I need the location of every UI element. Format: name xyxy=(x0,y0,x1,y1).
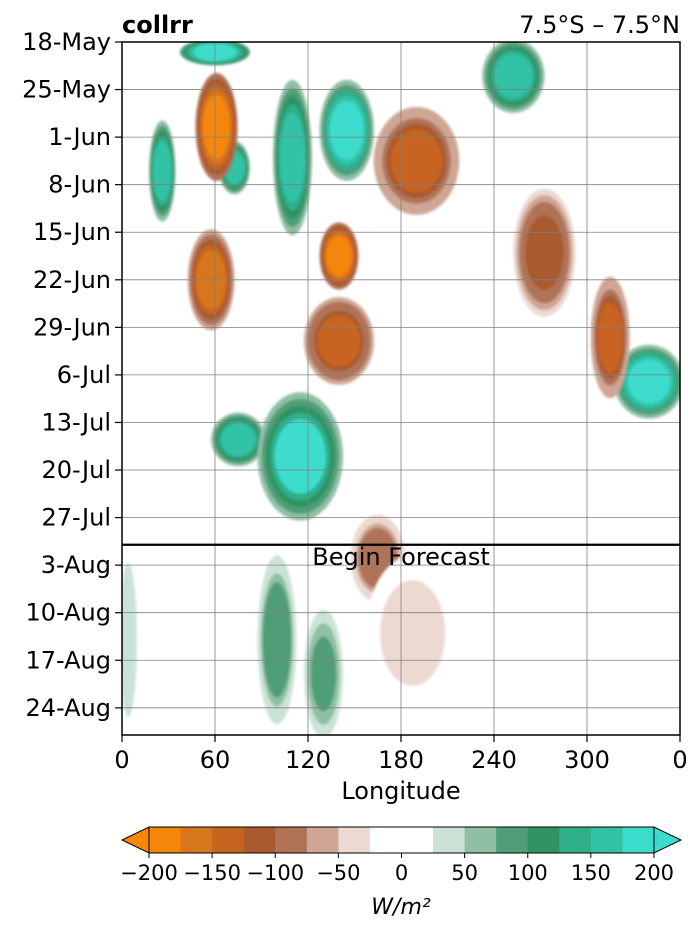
anomaly-contour xyxy=(122,583,136,697)
colorbar-tick-label: 50 xyxy=(451,861,478,885)
anomaly-feature xyxy=(373,106,460,215)
anomaly-contour xyxy=(384,588,441,678)
y-tick-label: 18-May xyxy=(22,28,111,56)
colorbar-segment xyxy=(275,827,308,853)
anomaly-contour xyxy=(494,53,533,98)
anomaly-contour xyxy=(597,302,623,373)
y-tick-label: 1-Jun xyxy=(48,123,111,151)
colorbar-tick-label: 0 xyxy=(395,861,408,885)
colorbar-segment xyxy=(306,827,339,853)
y-tick-label: 8-Jun xyxy=(48,171,111,199)
x-tick-label: 60 xyxy=(200,746,231,774)
anomaly-feature xyxy=(211,412,266,467)
anomaly-feature xyxy=(319,79,374,181)
y-tick-label: 13-Jul xyxy=(42,408,112,436)
colorbar-tick-label: −200 xyxy=(120,861,178,885)
colorbar-label: W/m² xyxy=(371,895,431,920)
colorbar-tick-label: −50 xyxy=(316,861,360,885)
colorbar-segment xyxy=(180,827,213,853)
anomaly-feature xyxy=(590,276,630,399)
x-tick-label: 120 xyxy=(285,746,331,774)
colorbar-segment xyxy=(527,827,560,853)
anomaly-feature xyxy=(273,79,312,236)
colorbar-segment xyxy=(590,827,623,853)
colorbar-tick-label: 100 xyxy=(508,861,548,885)
y-tick-label: 15-Jun xyxy=(33,218,111,246)
colorbar-extend-low xyxy=(120,826,150,854)
x-tick-label: 0 xyxy=(114,746,129,774)
chart-title-left: collrr xyxy=(122,11,193,39)
colorbar-segment xyxy=(243,827,276,853)
colorbar-segment xyxy=(433,827,466,853)
y-tick-label: 3-Aug xyxy=(41,551,111,579)
colorbar-tick-label: 150 xyxy=(571,861,611,885)
y-tick-label: 24-Aug xyxy=(25,694,111,722)
colorbar-segment xyxy=(149,827,182,853)
y-tick-label: 10-Aug xyxy=(25,599,111,627)
anomaly-feature xyxy=(304,609,343,735)
anomaly-contour xyxy=(329,100,364,160)
y-tick-label: 29-Jun xyxy=(33,313,111,341)
anomaly-contour xyxy=(627,359,671,404)
x-axis-ticks: 0 60 120 180 240 300 0 xyxy=(114,735,688,774)
y-tick-label: 17-Aug xyxy=(25,646,111,674)
x-tick-label: 240 xyxy=(471,746,517,774)
chart-title-right: 7.5°S – 7.5°N xyxy=(519,11,680,39)
anomaly-contour xyxy=(525,215,564,290)
anomaly-contour xyxy=(310,636,337,712)
x-tick-label: 180 xyxy=(378,746,424,774)
anomaly-contour xyxy=(326,235,352,277)
anomaly-feature xyxy=(149,120,176,222)
anomaly-feature xyxy=(257,555,297,725)
y-tick-label: 22-Jun xyxy=(33,266,111,294)
anomaly-feature xyxy=(195,72,238,181)
colorbar-segment xyxy=(338,827,371,853)
anomaly-feature xyxy=(366,555,460,711)
colorbar-segment xyxy=(212,827,245,853)
y-tick-label: 25-May xyxy=(22,76,111,104)
colorbar: −200 −150 −100 −50 0 50 100 150 200 xyxy=(120,826,683,885)
x-tick-label: 300 xyxy=(564,746,610,774)
y-tick-label: 27-Jul xyxy=(42,504,112,532)
anomaly-feature xyxy=(319,222,359,290)
anomaly-feature xyxy=(482,42,545,113)
anomaly-contour xyxy=(279,112,306,203)
anomaly-feature xyxy=(257,392,343,521)
anomaly-contour xyxy=(153,141,172,201)
forecast-label: Begin Forecast xyxy=(312,543,490,571)
anomaly-contour xyxy=(203,95,231,159)
anomaly-feature xyxy=(513,188,576,317)
colorbar-segment xyxy=(559,827,592,853)
anomaly-feature xyxy=(614,344,680,419)
colorbar-tick-label: −100 xyxy=(246,861,304,885)
anomaly-feature xyxy=(122,541,139,735)
anomaly-feature xyxy=(304,297,374,385)
colorbar-tick-label: −150 xyxy=(183,861,241,885)
anomaly-shading xyxy=(122,42,680,735)
colorbar-tick-label: 200 xyxy=(634,861,674,885)
anomaly-contour xyxy=(264,591,290,689)
colorbar-extend-high xyxy=(653,826,683,854)
colorbar-segment xyxy=(464,827,497,853)
anomaly-contour xyxy=(317,315,361,367)
y-axis-ticks: 18-May 25-May 1-Jun 8-Jun 15-Jun 22-Jun 29-Jun… xyxy=(22,28,122,722)
x-axis-label: Longitude xyxy=(341,777,460,805)
anomaly-contour xyxy=(221,423,256,456)
x-tick-label: 0 xyxy=(672,746,687,774)
colorbar-segment xyxy=(369,827,434,853)
colorbar-segment xyxy=(622,827,655,853)
y-tick-label: 6-Jul xyxy=(57,361,111,389)
y-tick-label: 20-Jul xyxy=(42,456,112,484)
anomaly-contour xyxy=(390,129,443,193)
colorbar-segment xyxy=(496,827,529,853)
anomaly-contour xyxy=(274,419,326,494)
